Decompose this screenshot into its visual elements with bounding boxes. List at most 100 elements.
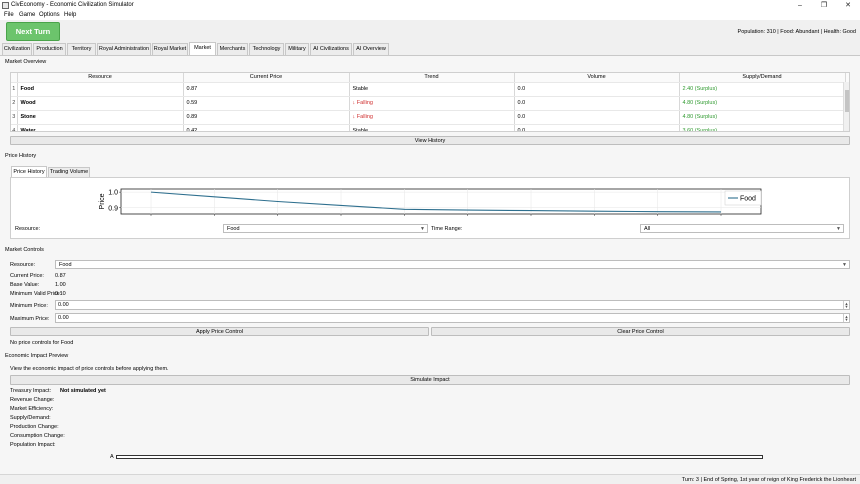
- cell-resource: Food: [17, 82, 184, 97]
- y-axis-label: Price: [99, 193, 106, 209]
- max-price-label: Maximum Price:: [10, 316, 50, 322]
- menu-game[interactable]: Game: [19, 12, 36, 18]
- consumption-change-label: Consumption Change:: [10, 433, 65, 439]
- tab-territory[interactable]: Territory: [67, 43, 96, 55]
- cell-volume: 0.0: [514, 124, 680, 131]
- impact-description: View the economic impact of price contro…: [10, 366, 169, 372]
- max-price-spinbox[interactable]: 0.00 ▲ ▼: [55, 313, 850, 323]
- subtab-trading-volume[interactable]: Trading Volume: [48, 167, 90, 177]
- row-number: 3: [11, 110, 18, 125]
- tab-ai-overview[interactable]: AI Overview: [353, 43, 389, 55]
- market-controls-title: Market Controls: [5, 247, 44, 253]
- price-history-title: Price History: [5, 153, 37, 159]
- control-resource-label: Resource:: [10, 262, 36, 268]
- current-price-label: Current Price:: [10, 273, 44, 279]
- population-impact-label: Population Impact:: [10, 442, 56, 448]
- base-value-value: 1.00: [55, 282, 66, 288]
- cell-supply-demand: 2.40 (Surplus): [679, 82, 846, 97]
- cell-trend: ↓ Falling: [349, 96, 515, 111]
- min-price-spinbox[interactable]: 0.00 ▲ ▼: [55, 300, 850, 310]
- apply-price-control-button[interactable]: Apply Price Control: [10, 327, 429, 336]
- row-number: 4: [11, 124, 18, 131]
- maximize-icon[interactable]: ❐: [820, 2, 828, 9]
- table-row[interactable]: 3 Stone 0.89 ↓ Falling 0.0 4.80 (Surplus…: [11, 110, 849, 125]
- chevron-down-icon: ▼: [836, 226, 841, 232]
- legend-box: [724, 190, 762, 206]
- time-range-select[interactable]: All ▼: [640, 224, 844, 233]
- treasury-impact-label: Treasury Impact:: [10, 388, 52, 394]
- tab-merchants[interactable]: Merchants: [217, 43, 248, 55]
- menu-options[interactable]: Options: [39, 12, 60, 18]
- current-price-value: 0.87: [55, 273, 66, 279]
- table-scrollbar[interactable]: [843, 82, 849, 131]
- simulate-impact-button[interactable]: Simulate Impact: [10, 375, 850, 385]
- next-turn-button[interactable]: Next Turn: [6, 22, 60, 41]
- cell-trend: Stable: [349, 82, 515, 97]
- tab-royal-administration[interactable]: Royal Administration: [97, 43, 151, 55]
- menu-bar: File Game Options Help: [0, 11, 860, 20]
- supply-demand-label: Supply/Demand:: [10, 415, 51, 421]
- column-header-supply-demand[interactable]: Supply/Demand: [679, 73, 846, 83]
- chart-resource-label: Resource:: [15, 226, 41, 232]
- cell-trend: Stable: [349, 124, 515, 131]
- tab-ai-civilizations[interactable]: AI Civilizations: [310, 43, 352, 55]
- scrollbar-thumb[interactable]: [845, 90, 849, 112]
- minimize-icon[interactable]: –: [798, 2, 802, 9]
- impact-title: Economic Impact Preview: [5, 353, 69, 359]
- clear-price-control-button[interactable]: Clear Price Control: [431, 327, 850, 336]
- chevron-down-icon: ▼: [842, 262, 847, 268]
- cell-supply-demand: 4.80 (Surplus): [679, 110, 846, 125]
- base-value-label: Base Value:: [10, 282, 40, 288]
- market-overview-title: Market Overview: [5, 59, 47, 65]
- status-bar-text: Turn: 3 | End of Spring, 1st year of rei…: [681, 477, 856, 483]
- tab-civilization[interactable]: Civilization: [2, 43, 32, 55]
- spin-down-icon[interactable]: ▼: [843, 304, 849, 309]
- cell-resource: Stone: [17, 110, 184, 125]
- tab-market[interactable]: Market: [189, 42, 216, 55]
- spin-down-icon[interactable]: ▼: [843, 317, 849, 322]
- cell-price: 0.59: [183, 96, 350, 111]
- table-row[interactable]: 1 Food 0.87 Stable 0.0 2.40 (Surplus): [11, 82, 849, 97]
- close-icon[interactable]: ✕: [845, 2, 851, 9]
- max-price-value: 0.00: [58, 315, 69, 321]
- y-tick-label: 0.9: [108, 205, 118, 212]
- impact-bar: [116, 455, 763, 459]
- revenue-change-label: Revenue Change:: [10, 397, 55, 403]
- legend-label: Food: [740, 196, 756, 203]
- cell-resource: Water: [17, 124, 184, 131]
- column-header-trend[interactable]: Trend: [349, 73, 515, 83]
- chart-resource-select[interactable]: Food ▼: [223, 224, 428, 233]
- tab-royal-market[interactable]: Royal Market: [152, 43, 188, 55]
- column-header-resource[interactable]: Resource: [17, 73, 184, 83]
- cell-price: 0.87: [183, 82, 350, 97]
- title-bar: CivEconomy - Economic Civilization Simul…: [0, 0, 860, 11]
- time-range-value: All: [644, 226, 651, 232]
- view-history-button[interactable]: View History: [10, 136, 850, 145]
- menu-file[interactable]: File: [4, 12, 14, 18]
- control-resource-select[interactable]: Food ▼: [55, 260, 850, 269]
- production-change-label: Production Change:: [10, 424, 59, 430]
- column-header-volume[interactable]: Volume: [514, 73, 680, 83]
- table-row[interactable]: 4 Water 0.42 Stable 0.0 3.60 (Surplus): [11, 124, 849, 131]
- spin-up-icon[interactable]: ▲: [843, 301, 849, 306]
- market-table[interactable]: Resource Current Price Trend Volume Supp…: [10, 72, 850, 132]
- menu-help[interactable]: Help: [64, 12, 77, 18]
- spin-up-icon[interactable]: ▲: [843, 314, 849, 319]
- chart-resource-value: Food: [227, 226, 240, 232]
- main-tabs: Civilization Production Territory Royal …: [0, 42, 860, 55]
- market-efficiency-label: Market Efficiency:: [10, 406, 54, 412]
- tab-technology[interactable]: Technology: [249, 43, 284, 55]
- subtab-price-history[interactable]: Price History: [11, 166, 47, 177]
- price-control-status: No price controls for Food: [10, 340, 74, 346]
- tab-production[interactable]: Production: [33, 43, 66, 55]
- cell-supply-demand: 3.60 (Surplus): [679, 124, 846, 131]
- row-number: 1: [11, 82, 18, 97]
- cell-volume: 0.0: [514, 82, 680, 97]
- min-price-label: Minimum Price:: [10, 303, 48, 309]
- tab-military[interactable]: Military: [285, 43, 309, 55]
- cell-volume: 0.0: [514, 96, 680, 111]
- impact-bar-marker: A: [110, 454, 114, 460]
- table-row[interactable]: 2 Wood 0.59 ↓ Falling 0.0 4.80 (Surplus): [11, 96, 849, 111]
- column-header-price[interactable]: Current Price: [183, 73, 350, 83]
